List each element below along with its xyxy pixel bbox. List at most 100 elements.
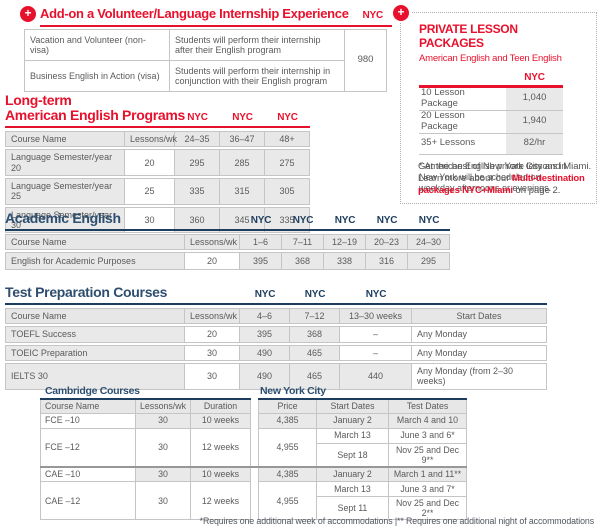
duration-cell: 10 weeks [190, 465, 251, 483]
city-labels: NYC NYC NYC [240, 289, 412, 300]
header-cell: 1–6 [240, 234, 282, 251]
course-name-cell: TOEIC Preparation [5, 344, 185, 362]
table-row: 10 Lesson Package 1,040 [419, 87, 563, 111]
course-name-cell: FCE –10 [40, 412, 136, 429]
table-header-row: Course Name Lessons/wk 24–35 36–47 48+ [5, 131, 310, 148]
price-cell: – [340, 344, 412, 362]
price-cell: 316 [366, 252, 408, 271]
city-label: NYC [365, 289, 387, 300]
column-gap [250, 465, 259, 482]
price-cell: 295 [408, 252, 450, 271]
table-row: FCE –12 30 12 weeks 4,955 March 13 June … [40, 427, 467, 468]
course-name-cell: IELTS 30 [5, 363, 185, 390]
course-name-cell: CAE –10 [40, 465, 136, 483]
city-label: NYC [277, 112, 298, 123]
column-gap [250, 413, 259, 428]
academic-table: Course Name Lessons/wk 1–6 7–11 12–19 20… [5, 232, 450, 272]
plus-icon: + [20, 6, 36, 22]
course-name-cell: English for Academic Purposes [5, 252, 185, 271]
private-lessons-note: * American English private lessons in Ne… [419, 160, 567, 194]
price-cell: 368 [282, 252, 324, 271]
start-date-cell: Sept 18 [316, 442, 389, 468]
price-cell: 1,940 [506, 110, 563, 134]
table-row: Language Semester/year 25 25 335 315 305 [5, 178, 310, 205]
header-cell: Course Name [5, 308, 185, 325]
header-cell: 12–19 [324, 234, 366, 251]
internship-title: Add-on a Volunteer/Language Internship E… [40, 6, 349, 21]
price-cell: 315 [220, 178, 265, 205]
course-desc-cell: Students will perform their internship a… [169, 29, 345, 61]
plus-icon: + [393, 5, 409, 21]
price-cell: 345 [220, 206, 265, 234]
duration-cell: 10 weeks [190, 412, 251, 429]
private-lessons-panel: + PRIVATE LESSON PACKAGES American Engli… [393, 5, 597, 205]
header-cell: Lessons/wk [125, 131, 177, 148]
test-prep-table: Course Name Lessons/wk 4–6 7–12 13–30 we… [5, 306, 547, 392]
header-cell: 36–47 [220, 131, 265, 148]
city-label: NYC [254, 289, 276, 300]
test-date-cell: Nov 25 and Dec 2** [388, 496, 467, 521]
price-cell: 440 [340, 363, 412, 390]
city-label: NYC [187, 112, 208, 123]
course-name-cell: TOEFL Success [5, 326, 185, 343]
price-cell: 395 [240, 326, 290, 343]
table-row: TOEFL Success 20 395 368 – Any Monday [5, 326, 547, 343]
lessons-cell: 25 [125, 178, 175, 205]
header-cell: Price [258, 398, 317, 414]
header-cell: Lessons/wk [185, 308, 240, 325]
table-header-row: Course Name Lessons/wk Duration Price St… [40, 398, 467, 414]
header-cell: Start Dates [316, 398, 389, 414]
table-row: CAE –10 30 10 weeks 4,385 January 2 Marc… [40, 465, 467, 483]
city-label: NYC [376, 215, 398, 226]
promo-text: Get the best of New York City and Miami.… [418, 161, 592, 185]
start-date-cell: March 13 [316, 481, 389, 498]
price-cell: 335 [265, 206, 310, 234]
start-dates-cell: Any Monday [412, 326, 547, 343]
course-name-cell: Language Semester/year 20 [5, 149, 125, 177]
private-lessons-title: PRIVATE LESSON PACKAGES [419, 22, 518, 50]
price-cell: 465 [290, 363, 340, 390]
table-header-row: Course Name Lessons/wk 1–6 7–11 12–19 20… [5, 234, 450, 251]
column-gap [250, 428, 259, 467]
test-prep-title: Test Preparation Courses [5, 284, 168, 300]
lessons-cell: 30 [185, 363, 240, 390]
academic-english-section: Academic English NYC NYC NYC NYC NYC Cou… [5, 211, 450, 272]
long-term-title-line2: American English Programs [5, 107, 186, 123]
price-cell: 335 [175, 178, 220, 205]
package-label: 10 Lesson Package [419, 87, 506, 111]
header-cell: Course Name [40, 398, 136, 414]
private-lessons-city-header: NYC [419, 72, 563, 88]
price-cell: 465 [290, 344, 340, 362]
table-row: Vacation and Volunteer (non-visa) Studen… [24, 29, 387, 92]
table-row: 35+ Lessons 82/hr [419, 133, 563, 155]
table-row: English for Academic Purposes 20 395 368… [5, 252, 450, 271]
table-row: CAE –12 30 12 weeks 4,955 March 13 June … [40, 481, 467, 521]
internship-city-label: NYC [362, 10, 383, 21]
course-name-cell: Business English in Action (visa) [24, 60, 170, 92]
course-name-cell: FCE –12 [40, 427, 136, 468]
test-date-cell: June 3 and 7* [388, 481, 467, 498]
header-cell: Course Name [5, 234, 185, 251]
long-term-title-line1: Long-term [5, 92, 72, 108]
header-cell: Course Name [5, 131, 125, 148]
table-row: TOEIC Preparation 30 490 465 – Any Monda… [5, 344, 547, 362]
table-row: Business English in Action (visa) Studen… [24, 60, 387, 92]
course-name-cell: Language Semester/year 30 [5, 206, 125, 234]
cambridge-table: Course Name Lessons/wk Duration Price St… [40, 398, 467, 521]
academic-title: Academic English [5, 210, 121, 226]
long-term-table: Course Name Lessons/wk 24–35 36–47 48+ L… [5, 129, 310, 235]
lessons-cell: 30 [125, 206, 175, 234]
header-cell: 7–11 [282, 234, 324, 251]
header-cell: Start Dates [412, 308, 547, 325]
table-row: FCE –10 30 10 weeks 4,385 January 2 Marc… [40, 412, 467, 429]
course-name-cell: Vacation and Volunteer (non-visa) [24, 29, 170, 61]
start-date-cell: January 2 [316, 412, 389, 429]
duration-cell: 12 weeks [190, 427, 251, 468]
city-label: NYC [232, 112, 253, 123]
header-cell: 48+ [265, 131, 310, 148]
price-cell: 980 [344, 29, 387, 92]
price-cell: 4,955 [258, 427, 317, 468]
price-cell: 1,040 [506, 88, 563, 111]
lessons-cell: 30 [135, 481, 191, 521]
internship-section: + Add-on a Volunteer/Language Internship… [20, 6, 392, 92]
